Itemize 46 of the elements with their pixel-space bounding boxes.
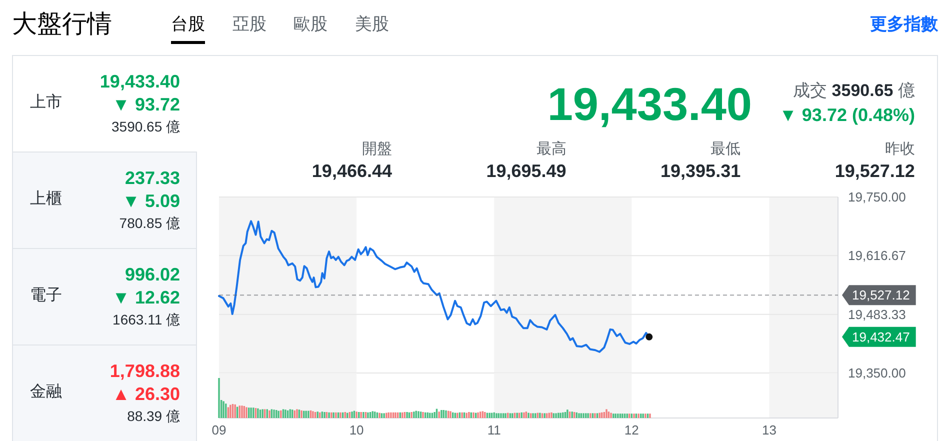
data-label: 3590.65 bbox=[827, 80, 894, 100]
x-tick-label: 09 bbox=[212, 422, 226, 438]
x-tick-label: 11 bbox=[487, 422, 501, 438]
category-label: 成交 bbox=[793, 80, 828, 100]
data-label: ▼ 5.09 bbox=[122, 191, 180, 211]
text: 19,432.47 bbox=[852, 329, 910, 344]
data-label: ▼ 93.72 (0.48%) bbox=[779, 105, 916, 125]
x-tick-label: 13 bbox=[762, 422, 776, 438]
category-label: 金融 bbox=[30, 382, 62, 400]
data-label: 1,798.88 bbox=[110, 361, 180, 381]
data-label: 19,395.31 bbox=[660, 161, 741, 181]
y-tick-label: 19,350.00 bbox=[848, 366, 906, 380]
data-label: 19,433.40 bbox=[547, 78, 752, 130]
data-label: 996.02 bbox=[124, 264, 180, 284]
data-label: ▼ 93.72 bbox=[112, 94, 180, 114]
data-label: 19,433.40 bbox=[100, 72, 180, 92]
category-label: 上櫃 bbox=[30, 190, 62, 208]
text: 更多指數 bbox=[870, 14, 939, 34]
data-label: 19,527.12 bbox=[834, 161, 915, 181]
x-tick-label: 10 bbox=[349, 422, 364, 438]
category-label: 昨收 bbox=[884, 140, 915, 158]
category-label: 美股 bbox=[354, 14, 389, 34]
y-tick-label: 19,750.00 bbox=[848, 190, 906, 204]
category-label: 開盤 bbox=[362, 140, 392, 158]
data-label: 3590.65 億 bbox=[112, 118, 180, 134]
y-tick-label: 19,616.67 bbox=[848, 248, 906, 264]
ref-line-label: 19,527.12 bbox=[852, 288, 910, 303]
data-label: ▼ 12.62 bbox=[112, 288, 180, 308]
data-label: 1663.11 億 bbox=[112, 312, 180, 328]
y-tick-label: 19,483.33 bbox=[848, 306, 906, 322]
data-label: 237.33 bbox=[124, 168, 180, 188]
data-label: 88.39 億 bbox=[127, 408, 180, 424]
category-label: 亞股 bbox=[232, 14, 266, 34]
text: 大盤行情 bbox=[12, 10, 112, 38]
category-label: 最低 bbox=[710, 140, 741, 158]
x-tick-label: 12 bbox=[624, 422, 639, 438]
data-label: 19,695.49 bbox=[486, 161, 566, 181]
category-label: 最高 bbox=[536, 140, 566, 158]
category-label: 上市 bbox=[30, 93, 62, 111]
category-label: 台股 bbox=[171, 14, 205, 34]
category-label: 歐股 bbox=[294, 14, 328, 34]
data-label: 19,466.44 bbox=[312, 161, 392, 181]
data-label: 780.85 億 bbox=[119, 215, 180, 231]
category-label: 電子 bbox=[30, 287, 62, 304]
data-label: ▲ 26.30 bbox=[112, 384, 180, 404]
text: 億 bbox=[893, 80, 915, 100]
